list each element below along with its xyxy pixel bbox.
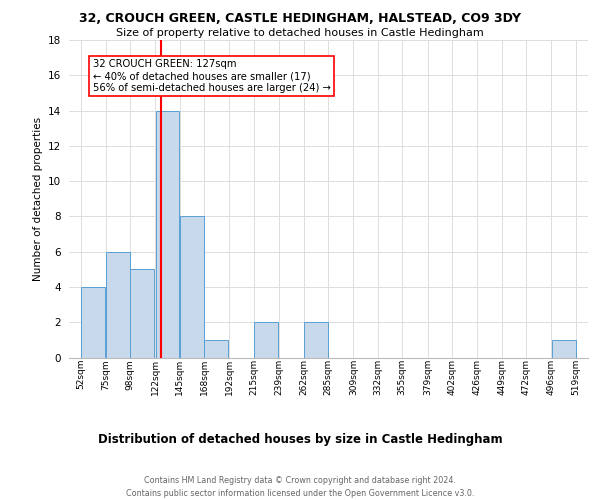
Text: Distribution of detached houses by size in Castle Hedingham: Distribution of detached houses by size … (98, 432, 502, 446)
Text: 32, CROUCH GREEN, CASTLE HEDINGHAM, HALSTEAD, CO9 3DY: 32, CROUCH GREEN, CASTLE HEDINGHAM, HALS… (79, 12, 521, 26)
Bar (180, 216, 204, 358)
Text: Size of property relative to detached houses in Castle Hedingham: Size of property relative to detached ho… (116, 28, 484, 38)
Bar (254, 322, 278, 358)
Bar (155, 110, 179, 358)
Bar (304, 322, 328, 358)
Bar (552, 340, 575, 357)
Bar (82, 287, 105, 358)
Text: Contains HM Land Registry data © Crown copyright and database right 2024.
Contai: Contains HM Land Registry data © Crown c… (126, 476, 474, 498)
Text: 32 CROUCH GREEN: 127sqm
← 40% of detached houses are smaller (17)
56% of semi-de: 32 CROUCH GREEN: 127sqm ← 40% of detache… (93, 60, 331, 92)
Y-axis label: Number of detached properties: Number of detached properties (32, 116, 43, 281)
Bar (205, 340, 228, 357)
Bar (106, 252, 130, 358)
Bar (130, 270, 154, 358)
